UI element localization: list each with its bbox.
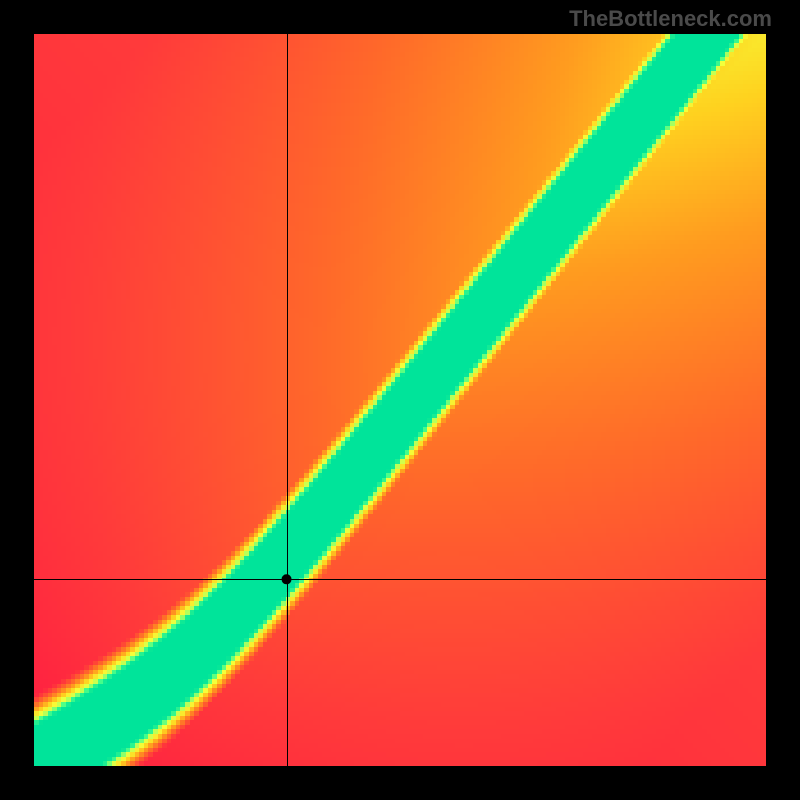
attribution-label: TheBottleneck.com — [569, 6, 772, 32]
figure-root: TheBottleneck.com — [0, 0, 800, 800]
bottleneck-heatmap — [34, 34, 766, 766]
